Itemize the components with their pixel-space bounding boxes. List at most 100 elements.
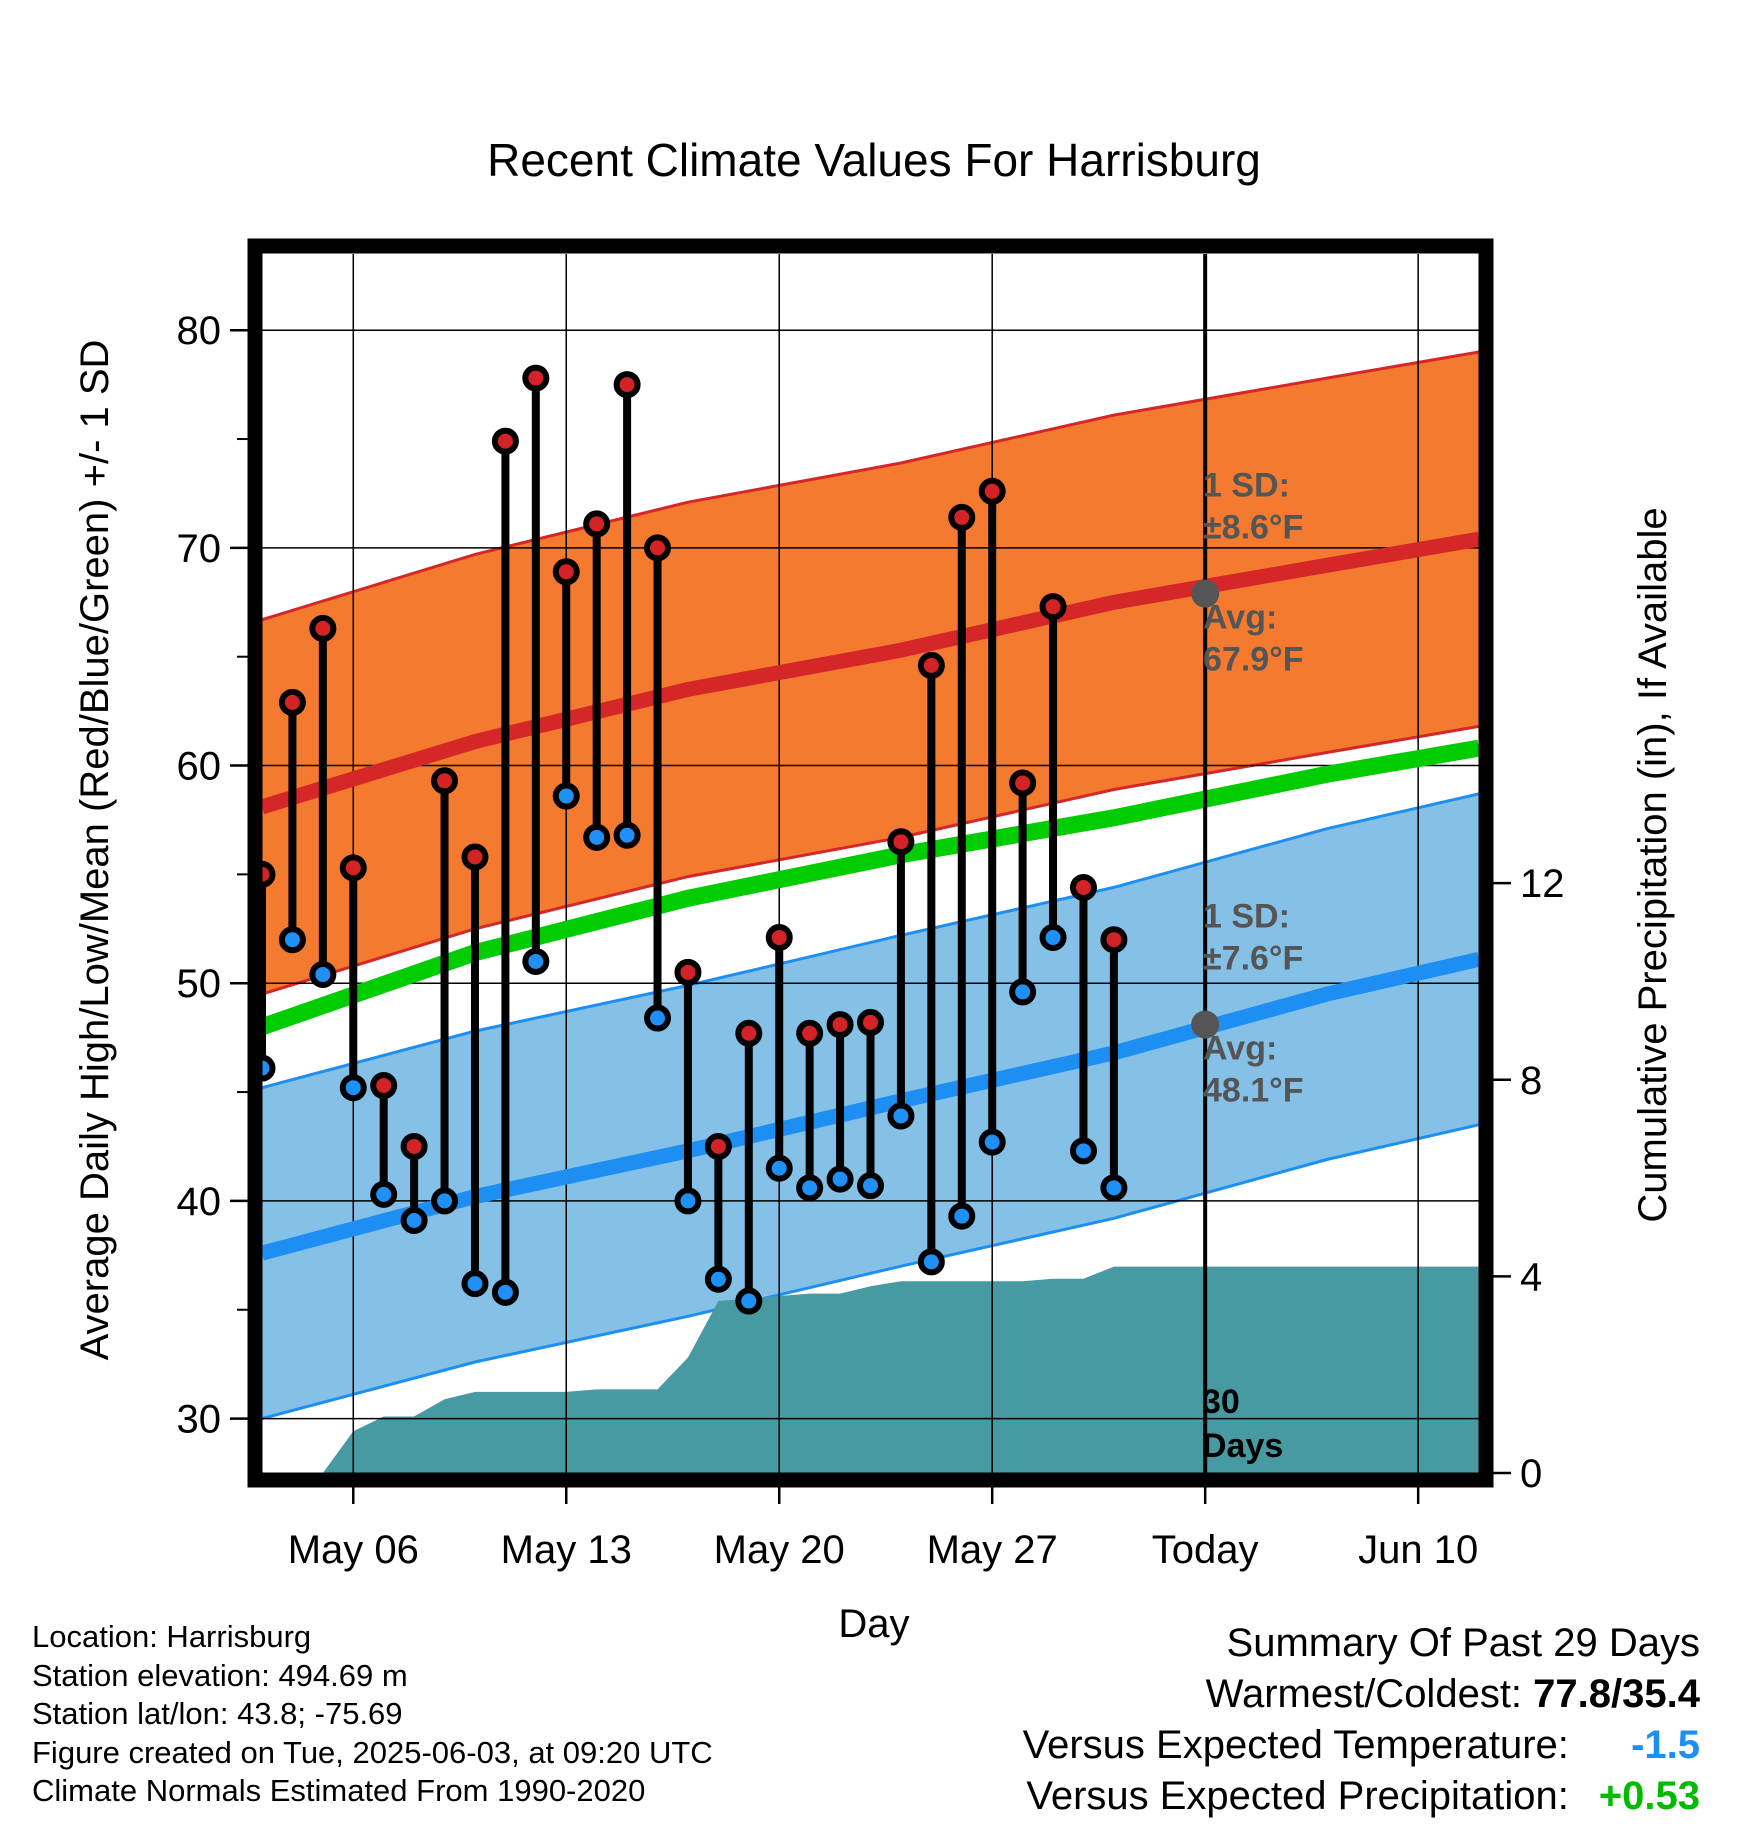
low-marker (674, 1187, 702, 1215)
plot-frame (247, 238, 1494, 1488)
high-marker (1100, 926, 1128, 954)
low-marker (887, 1102, 915, 1130)
y-tick-label: 30 (177, 1398, 222, 1442)
temp-label: Versus Expected Temperature: (1022, 1723, 1569, 1767)
temp-value: -1.5 (1631, 1723, 1700, 1767)
plot-content: 1 SD: ±8.6°F Avg: 67.9°F 1 SD: ±7.6°F Avg: 48.1… (262, 254, 1479, 1473)
high-band-upper-edge (262, 350, 1479, 622)
low-sd-label: 1 SD: (1203, 898, 1290, 936)
high-marker (262, 860, 276, 888)
precip-value: +0.53 (1598, 1774, 1700, 1818)
high-marker (735, 1019, 763, 1047)
low-marker (262, 1054, 276, 1082)
high-marker (461, 843, 489, 871)
low-marker (400, 1206, 428, 1234)
high-marker (704, 1132, 732, 1160)
high-marker (400, 1132, 428, 1160)
latlon-text: Station lat/lon: 43.8; -75.69 (32, 1696, 403, 1731)
low-marker (796, 1174, 824, 1202)
low-marker (1100, 1174, 1128, 1202)
high-marker (522, 364, 550, 392)
high-today-dot (1191, 579, 1220, 608)
high-marker (978, 477, 1006, 505)
low-marker (461, 1270, 489, 1298)
x-tick-label: May 20 (714, 1528, 845, 1572)
high-marker (857, 1008, 884, 1036)
low-marker (370, 1180, 398, 1208)
high-marker (309, 614, 337, 642)
elevation-text: Station elevation: 494.69 m (32, 1657, 408, 1693)
low-marker (1069, 1137, 1097, 1165)
high-marker (370, 1072, 398, 1100)
precip-label: Versus Expected Precipitation: (1026, 1774, 1569, 1818)
summary-heading: Summary Of Past 29 Days (1226, 1621, 1700, 1665)
high-marker (1009, 769, 1037, 797)
low-marker (522, 947, 550, 975)
low-marker (278, 926, 306, 954)
high-marker (552, 558, 580, 586)
low-marker (948, 1202, 976, 1230)
x-tick-label: May 13 (501, 1528, 632, 1572)
x-tick-label: May 27 (927, 1528, 1058, 1572)
low-marker (826, 1165, 854, 1193)
y2-tick-label: 12 (1520, 862, 1565, 906)
y2-tick-label: 4 (1520, 1255, 1542, 1299)
high-marker (431, 767, 459, 795)
high-avg-label: Avg: (1203, 599, 1277, 637)
warm-cold-value: 77.8/35.4 (1533, 1672, 1700, 1716)
x-tick-label: Jun 10 (1358, 1528, 1478, 1572)
y-tick-label: 60 (177, 745, 222, 789)
summary-temp: Versus Expected Temperature: -1.5 (1023, 1720, 1700, 1771)
high-marker (1039, 593, 1067, 621)
high-marker (796, 1019, 824, 1047)
low-avg-label: Avg: (1203, 1030, 1277, 1068)
summary-precip: Versus Expected Precipitation: +0.53 (1023, 1771, 1700, 1822)
low-marker (583, 823, 611, 851)
high-marker (613, 371, 641, 399)
low-marker (765, 1154, 793, 1182)
x-tick-label: May 06 (288, 1528, 419, 1572)
low-marker (431, 1187, 459, 1215)
y-tick-label: 40 (177, 1180, 222, 1224)
low-marker (917, 1248, 945, 1276)
chart-title: Recent Climate Values For Harrisburg (487, 134, 1261, 186)
y-tick-label: 50 (177, 962, 222, 1006)
plot-area: 1 SD: ±8.6°F Avg: 67.9°F 1 SD: ±7.6°F Avg: 48.1… (177, 238, 1565, 1572)
y2-axis-label: Cumulative Precipitation (in), If Availa… (1631, 507, 1675, 1222)
low-marker (1009, 978, 1037, 1006)
low-marker (309, 961, 337, 989)
low-marker (1039, 924, 1067, 952)
high-marker (826, 1011, 854, 1039)
high-marker (583, 510, 611, 538)
location-text: Location: Harrisburg (32, 1619, 312, 1654)
low-marker (491, 1278, 519, 1306)
high-marker (948, 503, 976, 531)
low-marker (339, 1074, 367, 1102)
high-marker (917, 651, 945, 679)
high-normal-line (262, 531, 1479, 815)
high-marker (339, 854, 367, 882)
x-tick-label: Today (1152, 1528, 1259, 1572)
low-marker (552, 782, 580, 810)
high-sd-label: 1 SD: (1203, 467, 1290, 505)
high-marker (674, 958, 702, 986)
summary-warm-cold: Warmest/Coldest: 77.8/35.4 (1023, 1669, 1700, 1720)
high-marker (1069, 873, 1097, 901)
low-marker (857, 1172, 884, 1200)
low-avg-value: 48.1°F (1203, 1072, 1304, 1110)
high-marker (644, 534, 672, 562)
low-marker (644, 1004, 672, 1032)
y-tick-label: 70 (177, 527, 222, 571)
today-days-word: Days (1202, 1427, 1283, 1465)
low-marker (735, 1287, 763, 1315)
high-marker (491, 427, 519, 455)
summary-panel: Summary Of Past 29 Days Warmest/Coldest:… (1023, 1618, 1700, 1822)
y2-tick-label: 8 (1520, 1059, 1542, 1103)
today-days-number: 30 (1202, 1383, 1240, 1421)
normals-text: Climate Normals Estimated From 1990-2020 (32, 1773, 646, 1808)
y-axis-label: Average Daily High/Low/Mean (Red/Blue/Gr… (73, 340, 117, 1361)
high-avg-value: 67.9°F (1203, 641, 1304, 679)
low-marker (613, 821, 641, 849)
low-band-lower-edge (262, 1123, 1479, 1421)
